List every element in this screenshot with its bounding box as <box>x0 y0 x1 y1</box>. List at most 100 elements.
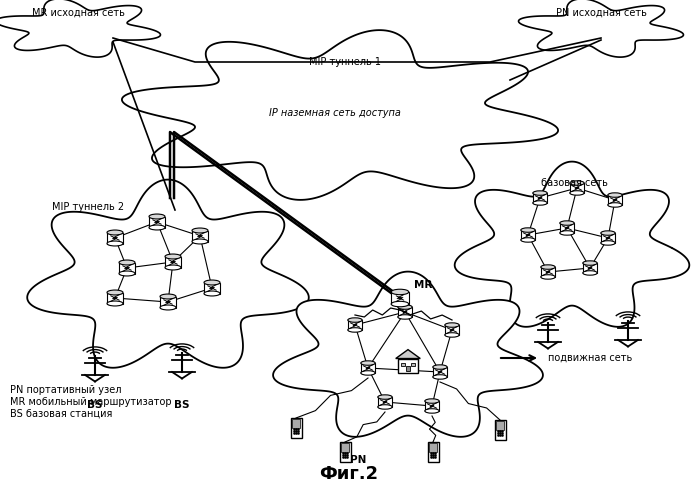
Ellipse shape <box>541 265 555 269</box>
Polygon shape <box>396 349 420 359</box>
Ellipse shape <box>149 214 165 219</box>
Ellipse shape <box>192 239 208 244</box>
Ellipse shape <box>107 301 123 306</box>
Bar <box>291 418 301 438</box>
Text: BS: BS <box>87 400 103 410</box>
Text: BS: BS <box>174 400 189 410</box>
Text: IP наземная сеть доступа: IP наземная сеть доступа <box>269 108 401 118</box>
Polygon shape <box>273 272 543 437</box>
Polygon shape <box>122 30 558 200</box>
Ellipse shape <box>533 191 547 195</box>
Ellipse shape <box>348 328 362 332</box>
Ellipse shape <box>560 231 574 235</box>
Text: базовая сеть: базовая сеть <box>540 178 607 188</box>
Bar <box>107 232 123 244</box>
Bar <box>406 366 410 371</box>
Ellipse shape <box>433 365 447 369</box>
Bar <box>425 401 439 411</box>
Bar <box>192 230 208 242</box>
Ellipse shape <box>204 280 220 285</box>
Bar <box>496 421 504 430</box>
Text: подвижная сеть: подвижная сеть <box>548 353 633 363</box>
Text: BS базовая станция: BS базовая станция <box>10 409 113 419</box>
Ellipse shape <box>445 323 459 327</box>
Text: MR исходная сеть: MR исходная сеть <box>31 8 124 18</box>
Ellipse shape <box>445 333 459 337</box>
Ellipse shape <box>608 203 622 207</box>
Ellipse shape <box>192 228 208 233</box>
Text: Фиг.2: Фиг.2 <box>319 465 379 483</box>
Ellipse shape <box>361 361 375 366</box>
Ellipse shape <box>433 375 447 379</box>
Ellipse shape <box>204 291 220 296</box>
Ellipse shape <box>361 371 375 375</box>
Polygon shape <box>519 0 684 57</box>
Ellipse shape <box>560 221 574 225</box>
Bar <box>348 320 362 330</box>
Text: PN: PN <box>350 455 366 465</box>
Ellipse shape <box>348 318 362 322</box>
Bar <box>570 183 584 193</box>
Bar <box>391 292 409 304</box>
Bar <box>107 292 123 304</box>
Bar <box>361 363 375 373</box>
Ellipse shape <box>608 193 622 197</box>
Ellipse shape <box>521 228 535 232</box>
Ellipse shape <box>119 271 135 276</box>
Bar <box>608 195 622 205</box>
Bar <box>601 233 615 243</box>
Bar <box>445 325 459 335</box>
Bar <box>541 267 555 277</box>
Ellipse shape <box>425 409 439 413</box>
Ellipse shape <box>583 271 597 275</box>
Ellipse shape <box>165 254 181 259</box>
Ellipse shape <box>160 305 176 310</box>
Ellipse shape <box>601 231 615 235</box>
Ellipse shape <box>601 241 615 245</box>
Text: MIP туннель 2: MIP туннель 2 <box>52 202 124 212</box>
Bar <box>160 297 176 307</box>
Bar <box>410 363 415 366</box>
Ellipse shape <box>107 290 123 295</box>
Ellipse shape <box>107 241 123 246</box>
Text: MR мобильный маршрутизатор: MR мобильный маршрутизатор <box>10 397 172 407</box>
Ellipse shape <box>533 201 547 205</box>
Ellipse shape <box>521 238 535 242</box>
Ellipse shape <box>377 405 392 409</box>
Bar <box>398 307 412 317</box>
Bar <box>204 283 220 293</box>
Ellipse shape <box>425 399 439 403</box>
Ellipse shape <box>398 305 412 309</box>
Bar <box>428 443 437 452</box>
Bar <box>149 217 165 227</box>
Bar <box>377 397 392 407</box>
Polygon shape <box>27 180 309 368</box>
Bar <box>494 420 505 440</box>
Polygon shape <box>0 0 161 57</box>
Ellipse shape <box>119 260 135 265</box>
Bar <box>341 443 350 452</box>
Text: MIP туннель 1: MIP туннель 1 <box>309 57 381 67</box>
Bar <box>340 442 350 462</box>
Ellipse shape <box>149 225 165 230</box>
Bar <box>428 442 438 462</box>
Bar <box>165 257 181 267</box>
Bar <box>433 367 447 377</box>
Bar <box>533 193 547 203</box>
Ellipse shape <box>583 261 597 265</box>
Ellipse shape <box>541 275 555 279</box>
Text: MR: MR <box>414 280 433 290</box>
Ellipse shape <box>398 315 412 319</box>
Text: PN исходная сеть: PN исходная сеть <box>556 8 647 18</box>
Bar <box>398 359 418 373</box>
Text: PN портативный узел: PN портативный узел <box>10 385 122 395</box>
Ellipse shape <box>165 265 181 270</box>
Ellipse shape <box>107 230 123 235</box>
Ellipse shape <box>160 294 176 299</box>
Bar <box>521 230 535 240</box>
Polygon shape <box>454 162 689 327</box>
Ellipse shape <box>570 191 584 195</box>
Bar <box>291 419 300 427</box>
Bar <box>401 363 405 366</box>
Ellipse shape <box>391 301 409 307</box>
